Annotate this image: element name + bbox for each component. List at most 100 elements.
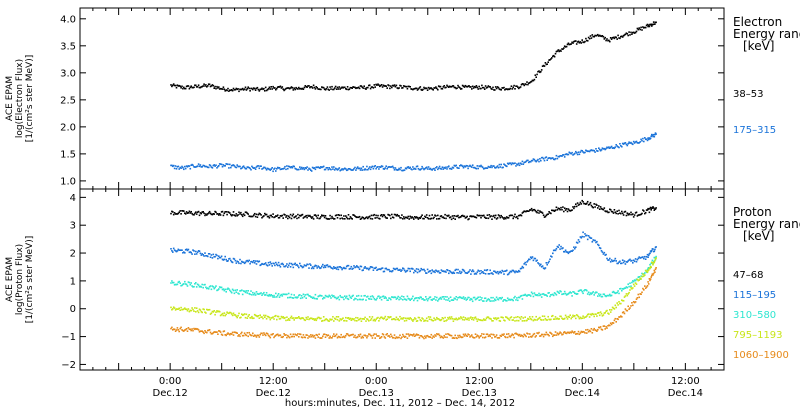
proton-point [219, 256, 222, 259]
electron-point [519, 162, 522, 164]
electron-point [271, 88, 273, 90]
proton-point [381, 215, 384, 218]
proton-point [311, 266, 314, 268]
proton-point [608, 294, 610, 297]
proton-point [197, 329, 200, 331]
proton-point [193, 327, 195, 330]
proton-point [188, 281, 191, 284]
proton-point [498, 319, 501, 322]
proton-point [529, 335, 532, 338]
electron-point [245, 167, 248, 170]
proton-point [306, 216, 308, 219]
electron-point [479, 165, 481, 168]
proton-point [507, 273, 510, 275]
proton-point [576, 202, 579, 204]
proton-point [642, 275, 644, 278]
electron-point [345, 88, 348, 91]
proton-point [586, 289, 588, 292]
electron-point [521, 83, 524, 85]
electron-legend-entry: 175–315 [733, 125, 776, 136]
electron-point [443, 166, 445, 169]
proton-point [426, 268, 429, 271]
proton-point [569, 291, 571, 293]
proton-point [521, 265, 524, 268]
proton-point [257, 315, 260, 317]
proton-point [287, 334, 289, 337]
proton-point [563, 207, 566, 209]
proton-point [252, 317, 254, 320]
proton-point [213, 310, 215, 312]
proton-point [507, 217, 510, 219]
proton-point [176, 327, 179, 329]
proton-point [244, 291, 247, 294]
proton-point [487, 298, 490, 300]
electron-point [369, 87, 372, 90]
proton-point [371, 266, 374, 269]
proton-point [192, 329, 194, 332]
electron-point [607, 39, 609, 42]
electron-point [452, 167, 455, 169]
proton-point [538, 317, 540, 320]
proton-point [172, 251, 174, 253]
proton-point [467, 271, 469, 274]
proton-point [585, 316, 587, 318]
proton-point [479, 335, 481, 338]
proton-point [509, 336, 512, 338]
electron-point [644, 138, 647, 141]
proton-point [638, 296, 640, 299]
electron-point [420, 168, 422, 170]
proton-point [345, 216, 348, 219]
proton-point [322, 215, 324, 217]
proton-point [261, 262, 263, 265]
proton-point [307, 263, 309, 266]
proton-point [524, 261, 526, 264]
electron-point [550, 157, 552, 160]
proton-point [217, 333, 219, 335]
proton-point [314, 264, 317, 267]
proton-point [310, 267, 313, 270]
proton-point [643, 275, 645, 277]
proton-point [322, 298, 324, 300]
electron-point [256, 165, 259, 167]
electron-point [271, 167, 273, 169]
proton-point [204, 252, 206, 254]
proton-point [402, 216, 405, 218]
proton-point [300, 336, 303, 338]
proton-point [307, 316, 309, 318]
proton-point [289, 213, 292, 216]
proton-point [295, 264, 297, 266]
proton-point [608, 211, 610, 214]
proton-point [450, 271, 453, 274]
proton-point [287, 335, 290, 338]
electron-point [540, 70, 542, 73]
proton-point [236, 289, 238, 291]
proton-point [628, 285, 630, 288]
proton-point [489, 215, 491, 218]
proton-point [201, 311, 203, 314]
electron-point [319, 167, 321, 169]
proton-point [644, 272, 646, 274]
proton-point [565, 208, 568, 210]
electron-point [647, 25, 649, 28]
proton-point [207, 309, 209, 311]
proton-point [252, 332, 254, 335]
electron-point [231, 164, 234, 167]
electron-point [579, 151, 582, 153]
proton-point [293, 263, 295, 266]
proton-ytick-label: −1 [61, 332, 76, 343]
proton-point [255, 263, 258, 265]
electron-point [195, 86, 198, 88]
proton-point [551, 293, 553, 296]
proton-point [346, 317, 349, 319]
electron-point [244, 86, 247, 89]
proton-point [333, 267, 336, 269]
proton-point [248, 215, 250, 217]
proton-point [325, 318, 328, 320]
proton-point [304, 215, 307, 218]
electron-point [366, 165, 368, 168]
proton-point [481, 271, 483, 274]
electron-point [190, 85, 192, 87]
proton-point [459, 270, 461, 273]
proton-point [486, 333, 489, 335]
proton-point [407, 333, 410, 335]
